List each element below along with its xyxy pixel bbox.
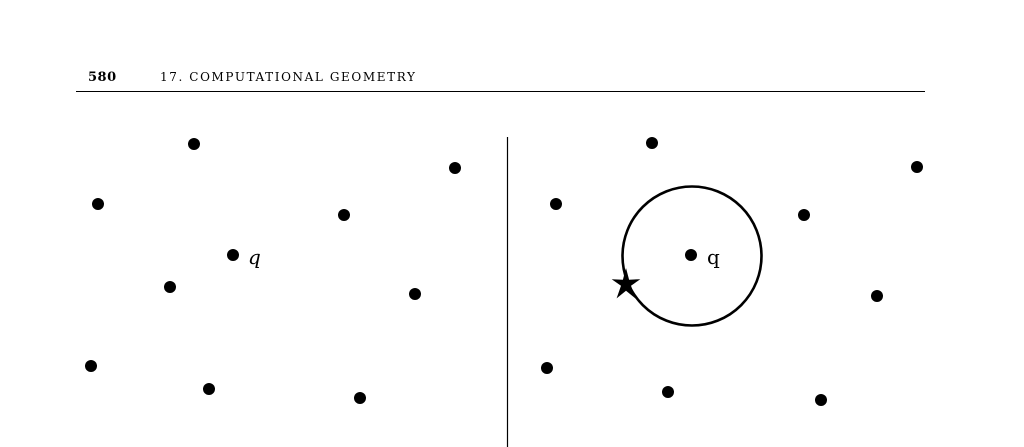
point: [550, 198, 562, 210]
query-point: [227, 249, 239, 261]
right-panel: q: [541, 137, 923, 406]
page-number: 580: [88, 70, 117, 85]
point: [815, 394, 827, 406]
point: [164, 281, 176, 293]
point: [354, 392, 366, 404]
running-head: 580 17. COMPUTATIONAL GEOMETRY: [76, 70, 925, 88]
point: [871, 290, 883, 302]
nearest-neighbor-circle: [621, 185, 763, 327]
query-label-left: q: [248, 245, 261, 269]
query-point: [685, 249, 697, 261]
point: [92, 198, 104, 210]
point: [85, 360, 97, 372]
left-panel: q: [85, 138, 461, 404]
chapter-title: 17. COMPUTATIONAL GEOMETRY: [160, 70, 417, 84]
point: [449, 162, 461, 174]
query-label-right: q: [707, 245, 720, 269]
point: [646, 137, 658, 149]
point: [798, 209, 810, 221]
header-rule: [76, 91, 925, 92]
point: [541, 362, 553, 374]
point: [409, 288, 421, 300]
nearest-neighbor-star-icon: [611, 268, 641, 299]
point: [188, 138, 200, 150]
point: [911, 161, 923, 173]
point: [203, 383, 215, 395]
point: [338, 209, 350, 221]
point: [662, 386, 674, 398]
